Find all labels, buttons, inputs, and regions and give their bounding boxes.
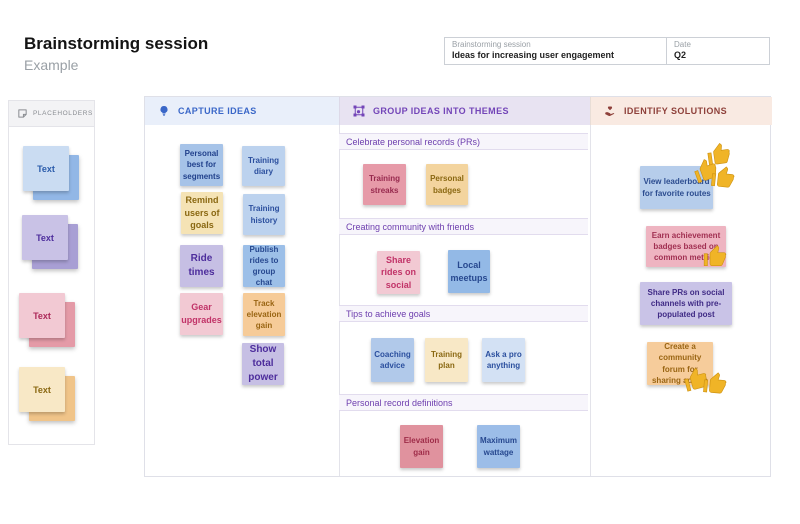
session-date-label: Date <box>674 39 691 49</box>
theme-section-header[interactable]: Personal record definitions <box>339 394 588 411</box>
session-topic-label: Brainstorming session <box>452 39 531 49</box>
sticky-note[interactable]: Elevation gain <box>400 425 443 468</box>
column-header-label: IDENTIFY SOLUTIONS <box>624 106 728 116</box>
column-header-label: CAPTURE IDEAS <box>178 106 257 116</box>
sticky-note[interactable]: Share PRs on social channels with pre-po… <box>640 282 732 325</box>
sticky-note[interactable]: Show total power <box>242 343 284 385</box>
placeholders-header: PLACEHOLDERS <box>9 101 94 127</box>
placeholder-label: Text <box>33 310 51 321</box>
sticky-note[interactable]: Training plan <box>425 338 468 382</box>
sticky-note[interactable]: View leaderboard for favorite routes <box>640 166 713 209</box>
sticky-note[interactable]: Gear upgrades <box>180 293 223 335</box>
placeholder-label: Text <box>33 384 51 395</box>
page-subtitle: Example <box>24 57 79 73</box>
placeholder-label: Text <box>37 163 55 174</box>
column-header-group-ideas[interactable]: GROUP IDEAS INTO THEMES <box>339 97 590 125</box>
session-info-table: Brainstorming session Ideas for increasi… <box>444 37 770 65</box>
placeholder-stack-blue[interactable]: Text <box>23 146 79 200</box>
column-header-label: GROUP IDEAS INTO THEMES <box>373 106 509 116</box>
column-divider <box>590 125 591 476</box>
sticky-note[interactable]: Share rides on social <box>377 251 420 294</box>
hand-heart-icon <box>605 106 615 117</box>
session-topic-cell[interactable]: Brainstorming session Ideas for increasi… <box>445 38 667 64</box>
thumbs-up-icon[interactable] <box>709 164 738 193</box>
column-divider <box>339 125 340 476</box>
thumbs-up-icon[interactable] <box>701 370 729 398</box>
sticky-note[interactable]: Personal badges <box>426 164 468 205</box>
theme-section-header[interactable]: Tips to achieve goals <box>339 305 588 322</box>
sticky-note[interactable]: Training history <box>243 194 285 235</box>
sticky-note[interactable]: Maximum wattage <box>477 425 520 468</box>
sticky-note[interactable]: Personal best for segments <box>180 144 223 186</box>
placeholder-stack-purple[interactable]: Text <box>22 215 78 269</box>
sticky-note[interactable]: Training streaks <box>363 164 406 205</box>
sticky-note[interactable]: Remind users of goals <box>181 192 223 234</box>
stack-front-note: Text <box>23 146 69 191</box>
sticky-note[interactable]: Ride times <box>180 245 223 287</box>
sticky-note[interactable]: Local meetups <box>448 250 490 293</box>
column-header-capture-ideas[interactable]: CAPTURE IDEAS <box>145 97 339 125</box>
session-topic-value[interactable]: Ideas for increasing user engagement <box>452 50 615 61</box>
placeholders-title: PLACEHOLDERS <box>33 110 93 117</box>
session-date-value[interactable]: Q2 <box>674 50 687 61</box>
sticky-note-icon <box>18 109 27 118</box>
sticky-note[interactable]: Ask a pro anything <box>482 338 525 382</box>
thumbs-up-icon[interactable] <box>702 244 728 270</box>
frame-icon <box>353 105 365 117</box>
column-header-identify-solutions[interactable]: IDENTIFY SOLUTIONS <box>590 97 772 125</box>
thumbs-up-icon[interactable] <box>680 364 712 396</box>
lightbulb-icon <box>160 105 168 116</box>
theme-section-header[interactable]: Celebrate personal records (PRs) <box>339 133 588 150</box>
stack-front-note: Text <box>19 367 65 412</box>
sticky-note[interactable]: Publish rides to group chat <box>243 245 285 287</box>
session-date-cell[interactable]: Date Q2 <box>667 38 769 64</box>
sticky-note[interactable]: Track elevation gain <box>243 293 285 336</box>
placeholder-stack-pink[interactable]: Text <box>19 293 75 347</box>
sticky-note[interactable]: Coaching advice <box>371 338 414 382</box>
thumbs-up-icon[interactable] <box>689 154 722 187</box>
sticky-note[interactable]: Training diary <box>242 146 285 186</box>
placeholder-stack-yellow[interactable]: Text <box>19 367 75 421</box>
stack-front-note: Text <box>19 293 65 338</box>
placeholder-label: Text <box>36 232 54 243</box>
page-title: Brainstorming session <box>24 34 209 53</box>
stack-front-note: Text <box>22 215 68 260</box>
theme-section-header[interactable]: Creating community with friends <box>339 218 588 235</box>
